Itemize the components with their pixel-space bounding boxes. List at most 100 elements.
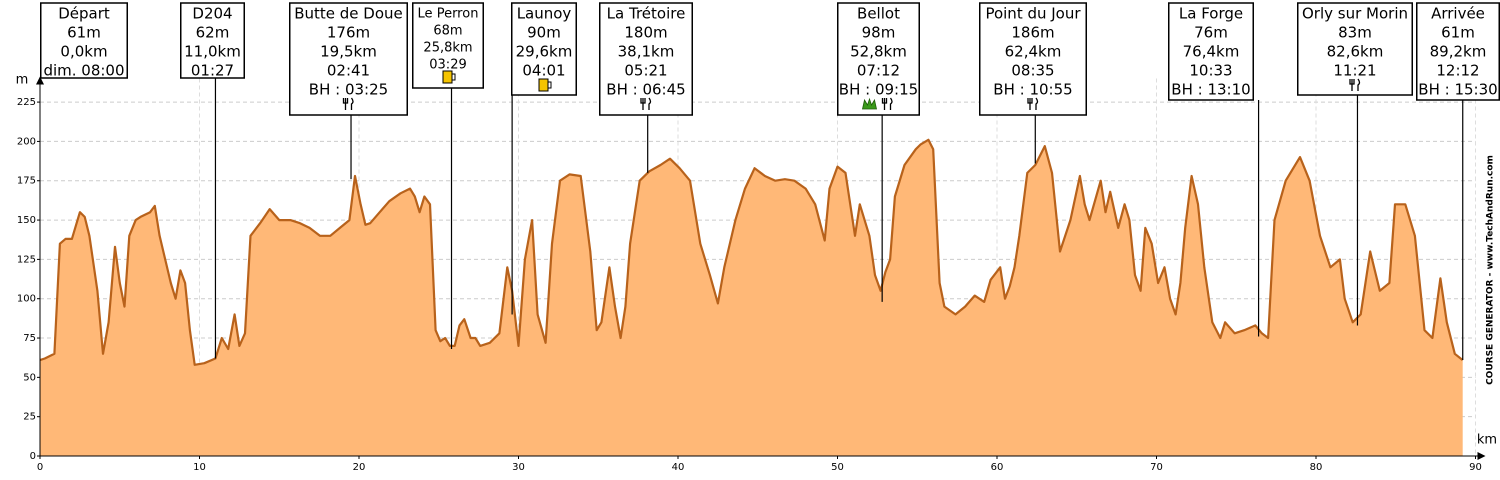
- waypoint-time: 01:27: [191, 62, 234, 80]
- waypoint-name: Arrivée: [1431, 5, 1485, 23]
- waypoint-time: 03:29: [429, 58, 466, 73]
- waypoint-bh: BH : 13:10: [1171, 81, 1250, 99]
- waypoint-bh: BH : 10:55: [993, 81, 1072, 99]
- waypoint-bh: BH : 15:30: [1418, 81, 1497, 99]
- waypoint-elevation-label: 98m: [862, 24, 896, 42]
- waypoint-box: [1168, 2, 1254, 101]
- waypoint: Le Perron 68m 25,8km 03:29: [412, 2, 484, 350]
- cutlery-icon: [881, 97, 893, 110]
- cutlery-icon: [342, 97, 354, 110]
- waypoint-name: La Forge: [1179, 5, 1243, 23]
- y-tick-label: 125: [17, 254, 36, 265]
- waypoint-km-label: 19,5km: [320, 43, 377, 61]
- waypoint-name: Le Perron: [418, 7, 479, 22]
- x-axis-label: km: [1477, 433, 1497, 448]
- beer-icon: [442, 70, 453, 84]
- x-axis-arrow: [1477, 452, 1486, 460]
- x-tick-label: 40: [672, 462, 685, 473]
- cutlery-icon: [1027, 97, 1039, 110]
- waypoint-box: [1416, 2, 1500, 101]
- waypoint-km-label: 11,0km: [184, 43, 241, 61]
- waypoint-time: 07:12: [857, 62, 900, 80]
- waypoint-time: 04:01: [522, 62, 565, 80]
- profile-area: [40, 139, 1463, 457]
- waypoint-bh: BH : 06:45: [606, 81, 685, 99]
- waypoint-km-label: 62,4km: [1005, 43, 1062, 61]
- y-tick-label: 0: [30, 451, 36, 462]
- beer-handle: [548, 81, 552, 89]
- waypoint-km-label: 76,4km: [1183, 43, 1240, 61]
- waypoint-elevation-label: 83m: [1338, 24, 1372, 42]
- x-tick-label: 80: [1310, 462, 1323, 473]
- x-tick-label: 30: [512, 462, 525, 473]
- y-tick-label: 75: [23, 333, 36, 344]
- waypoint-time: 11:21: [1333, 62, 1376, 80]
- waypoint-km-label: 82,6km: [1327, 43, 1384, 61]
- waypoint-elevation-label: 61m: [1441, 24, 1475, 42]
- waypoint-km-label: 52,8km: [850, 43, 907, 61]
- waypoint-box: [1297, 2, 1413, 96]
- waypoint-time: 02:41: [327, 62, 370, 80]
- x-tick-label: 70: [1150, 462, 1163, 473]
- x-tick-label: 60: [991, 462, 1004, 473]
- x-tick-label: 50: [831, 462, 844, 473]
- waypoint-time: 05:21: [624, 62, 667, 80]
- y-tick-label: 225: [17, 97, 36, 108]
- waypoint-name: Point du Jour: [985, 5, 1081, 23]
- waypoint-km-label: 29,6km: [516, 43, 573, 61]
- y-tick-label: 150: [17, 215, 36, 226]
- waypoint-elevation-label: 186m: [1011, 24, 1054, 42]
- waypoint-elevation-label: 76m: [1194, 24, 1228, 42]
- waypoint-time: 12:12: [1436, 62, 1479, 80]
- y-tick-label: 25: [23, 412, 36, 423]
- waypoint-name: Départ: [58, 5, 110, 23]
- waypoint-elevation-label: 62m: [196, 24, 230, 42]
- y-tick-label: 175: [17, 176, 36, 187]
- x-tick-label: 0: [37, 462, 43, 473]
- waypoint-box: [837, 2, 920, 116]
- waypoint-name: Orly sur Morin: [1302, 5, 1408, 23]
- waypoint-box: [599, 2, 693, 116]
- waypoint-time: 08:35: [1011, 62, 1054, 80]
- y-tick-label: 100: [17, 294, 36, 305]
- beer-icon: [538, 78, 549, 92]
- waypoint-km-label: 89,2km: [1430, 43, 1487, 61]
- profile-line: [39, 138, 1464, 366]
- waypoint-time: dim. 08:00: [43, 62, 124, 80]
- x-tick-label: 10: [193, 462, 206, 473]
- waypoint-km-label: 38,1km: [618, 43, 675, 61]
- waypoint-box: [289, 2, 408, 116]
- waypoint-elevation-label: 176m: [327, 24, 370, 42]
- waypoint-name: Butte de Doue: [294, 5, 403, 23]
- waypoint-elevation-label: 180m: [624, 24, 667, 42]
- waypoint-box: [979, 2, 1087, 116]
- cutlery-icon: [640, 97, 652, 110]
- cutlery-icon: [1349, 78, 1361, 91]
- grass-icon: [862, 97, 877, 110]
- waypoint-name: La Trétoire: [607, 5, 686, 23]
- beer-handle: [452, 73, 456, 81]
- waypoint-bh: BH : 09:15: [839, 81, 918, 99]
- waypoint-name: Bellot: [857, 5, 900, 23]
- waypoint-elevation-label: 68m: [433, 24, 462, 39]
- waypoint-time: 10:33: [1189, 62, 1232, 80]
- y-tick-label: 200: [17, 136, 36, 147]
- watermark: COURSE GENERATOR - www.TechAndRun.com: [1486, 155, 1496, 385]
- y-tick-label: 50: [23, 372, 36, 383]
- waypoint-elevation-label: 90m: [527, 24, 561, 42]
- waypoint-km-label: 25,8km: [423, 41, 472, 56]
- waypoint-name: D204: [192, 5, 232, 23]
- waypoint-elevation-label: 61m: [67, 24, 101, 42]
- waypoint-km-label: 0,0km: [60, 43, 107, 61]
